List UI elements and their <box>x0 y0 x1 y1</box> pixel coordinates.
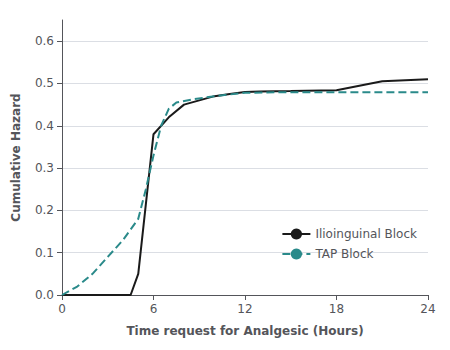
svg-text:Time request for Analgesic (Ho: Time request for Analgesic (Hours) <box>126 324 363 338</box>
svg-text:6: 6 <box>150 302 158 316</box>
svg-text:Cumulative Hazard: Cumulative Hazard <box>9 93 23 221</box>
svg-text:0.4: 0.4 <box>35 119 54 133</box>
svg-text:Ilioinguinal Block: Ilioinguinal Block <box>315 227 417 241</box>
svg-text:24: 24 <box>420 302 435 316</box>
svg-text:0.3: 0.3 <box>35 161 54 175</box>
svg-text:0.6: 0.6 <box>35 34 54 48</box>
svg-text:TAP Block: TAP Block <box>314 247 373 261</box>
svg-text:18: 18 <box>329 302 344 316</box>
svg-text:12: 12 <box>237 302 252 316</box>
svg-text:0.0: 0.0 <box>35 288 54 302</box>
svg-text:0.5: 0.5 <box>35 76 54 90</box>
svg-text:0: 0 <box>58 302 66 316</box>
svg-text:0.2: 0.2 <box>35 203 54 217</box>
svg-text:0.1: 0.1 <box>35 246 54 260</box>
